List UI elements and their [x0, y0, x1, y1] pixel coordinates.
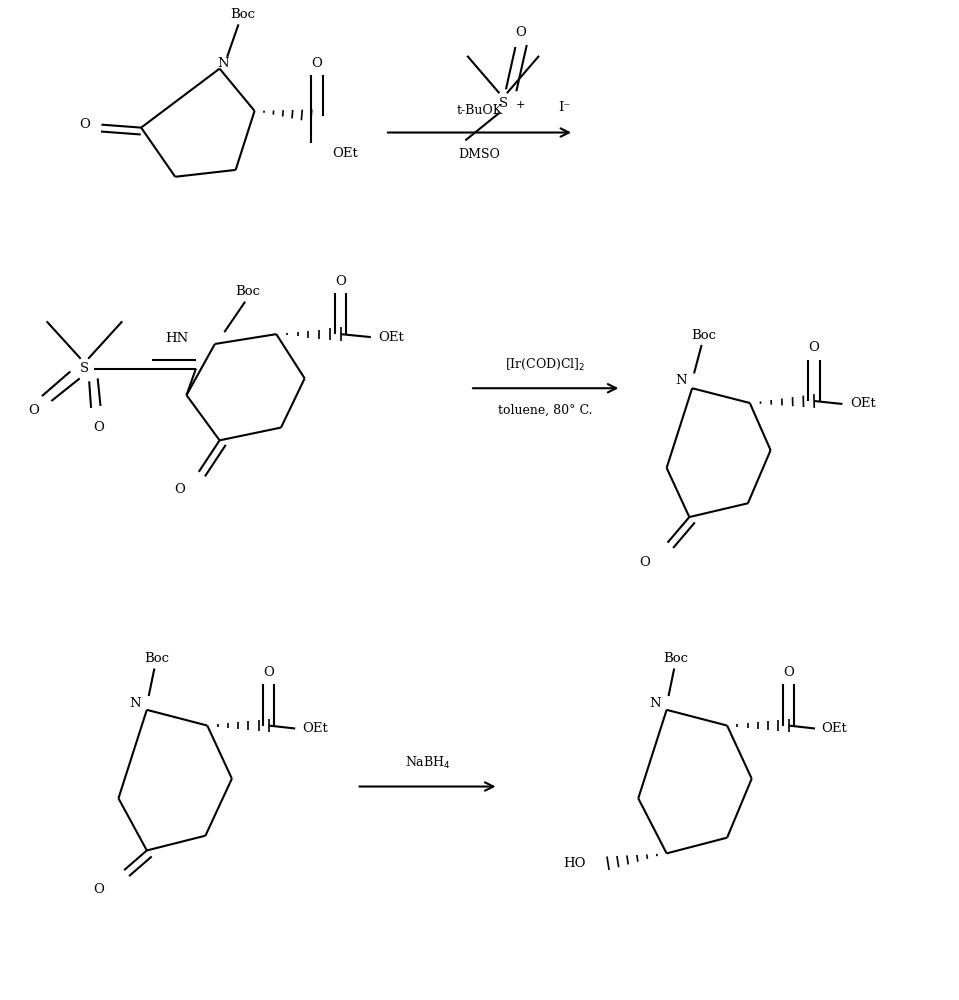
- Text: OEt: OEt: [302, 722, 328, 735]
- Text: Boc: Boc: [664, 652, 689, 665]
- Text: N: N: [129, 697, 141, 710]
- Text: O: O: [79, 118, 90, 131]
- Text: HN: HN: [165, 332, 188, 345]
- Text: O: O: [516, 26, 526, 39]
- Text: Boc: Boc: [231, 8, 256, 21]
- Text: OEt: OEt: [850, 397, 876, 410]
- Text: OEt: OEt: [822, 722, 848, 735]
- Text: NaBH$_4$: NaBH$_4$: [405, 755, 451, 771]
- Text: Boc: Boc: [144, 652, 169, 665]
- Text: O: O: [264, 666, 274, 679]
- Text: Boc: Boc: [691, 329, 716, 342]
- Text: [Ir(COD)Cl]$_2$: [Ir(COD)Cl]$_2$: [505, 357, 586, 372]
- Text: O: O: [784, 666, 794, 679]
- Text: O: O: [175, 483, 185, 496]
- Text: +: +: [515, 100, 525, 110]
- Text: OEt: OEt: [379, 331, 404, 344]
- Text: O: O: [640, 556, 650, 569]
- Text: OEt: OEt: [332, 147, 358, 160]
- Text: I⁻: I⁻: [558, 101, 571, 114]
- Text: O: O: [312, 57, 322, 70]
- Text: O: O: [28, 404, 39, 417]
- Text: O: O: [335, 275, 346, 288]
- Text: HO: HO: [563, 857, 585, 870]
- Text: O: O: [93, 883, 105, 896]
- Text: N: N: [649, 697, 661, 710]
- Text: N: N: [218, 57, 229, 70]
- Text: toluene, 80° C.: toluene, 80° C.: [499, 404, 593, 417]
- Text: S: S: [80, 362, 89, 375]
- Text: O: O: [808, 341, 820, 354]
- Text: DMSO: DMSO: [458, 148, 501, 161]
- Text: t-BuOK: t-BuOK: [456, 104, 503, 117]
- Text: O: O: [93, 421, 105, 434]
- Text: Boc: Boc: [236, 285, 261, 298]
- Text: S: S: [499, 97, 507, 110]
- Text: N: N: [675, 374, 687, 387]
